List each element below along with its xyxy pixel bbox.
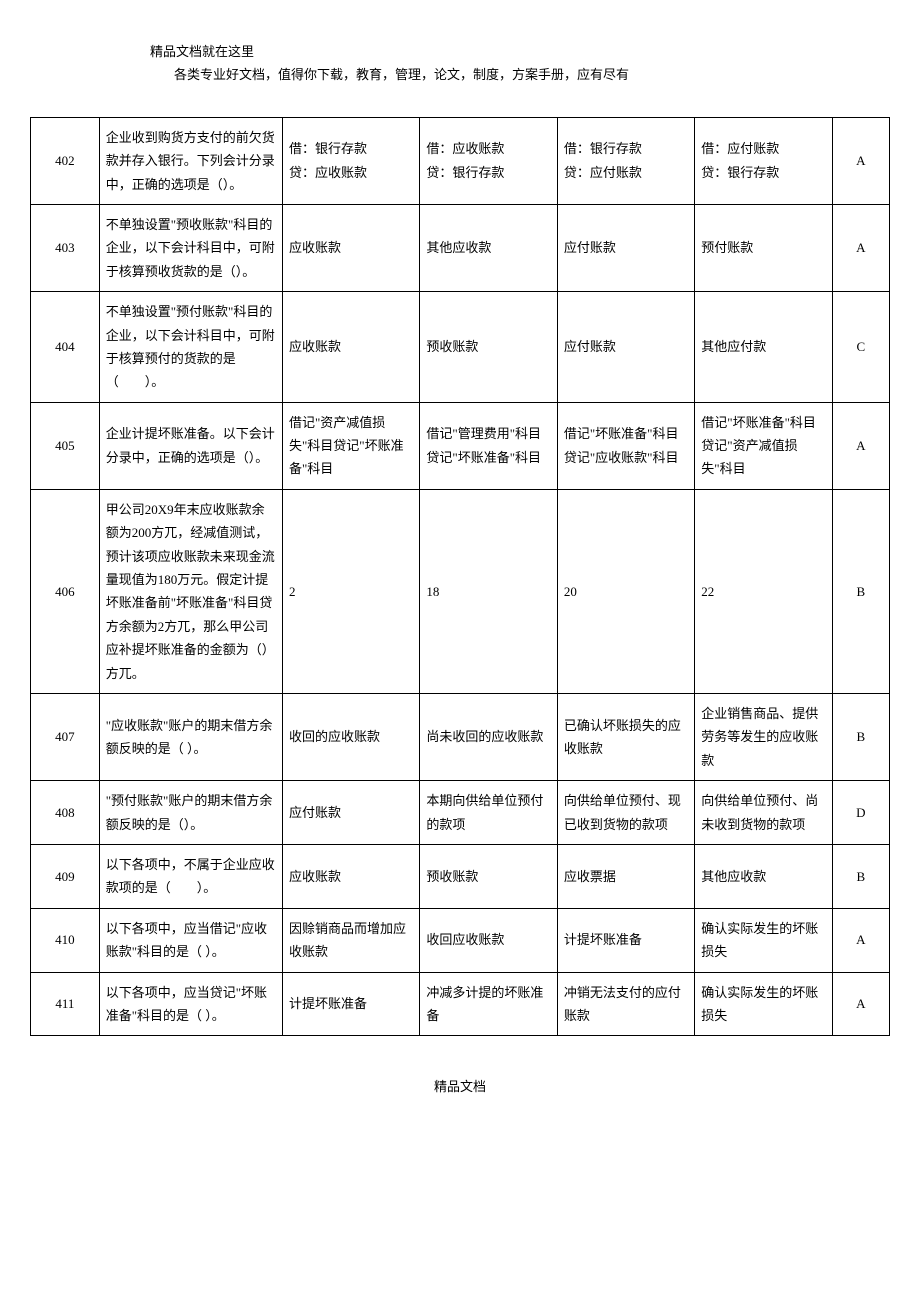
option-cell: 确认实际发生的坏账损失 xyxy=(695,972,832,1036)
document-header: 精品文档就在这里 各类专业好文档，值得你下载，教育，管理，论文，制度，方案手册，… xyxy=(150,40,890,87)
option-cell: 20 xyxy=(557,489,694,693)
option-cell: 冲减多计提的坏账准备 xyxy=(420,972,557,1036)
question-text: 企业计提坏账准备。以下会计分录中，正确的选项是（）。 xyxy=(99,402,282,489)
answer-cell: A xyxy=(832,908,889,972)
option-cell: 收回的应收账款 xyxy=(282,693,419,780)
question-text: "应收账款"账户的期末借方余额反映的是（ ）。 xyxy=(99,693,282,780)
option-cell: 预付账款 xyxy=(695,204,832,291)
table-row: 406甲公司20X9年末应收账款余额为200方兀，经减值测试，预计该项应收账款未… xyxy=(31,489,890,693)
option-cell: 收回应收账款 xyxy=(420,908,557,972)
question-table: 402企业收到购货方支付的前欠货款并存入银行。下列会计分录中，正确的选项是（）。… xyxy=(30,117,890,1037)
option-cell: 其他应付款 xyxy=(695,292,832,403)
question-text: 以下各项中，应当借记"应收账款"科目的是（ ）。 xyxy=(99,908,282,972)
option-cell: 借：应收账款 贷：银行存款 xyxy=(420,117,557,204)
question-number: 406 xyxy=(31,489,100,693)
option-cell: 2 xyxy=(282,489,419,693)
option-cell: 应收账款 xyxy=(282,204,419,291)
option-cell: 冲销无法支付的应付账款 xyxy=(557,972,694,1036)
option-cell: 应付账款 xyxy=(282,781,419,845)
question-text: 不单独设置"预收账款"科目的企业，以下会计科目中，可附于核算预收货款的是（）。 xyxy=(99,204,282,291)
option-cell: 借：应付账款 贷：银行存款 xyxy=(695,117,832,204)
option-cell: 应收账款 xyxy=(282,292,419,403)
option-cell: 应付账款 xyxy=(557,204,694,291)
question-text: 甲公司20X9年末应收账款余额为200方兀，经减值测试，预计该项应收账款未来现金… xyxy=(99,489,282,693)
table-row: 402企业收到购货方支付的前欠货款并存入银行。下列会计分录中，正确的选项是（）。… xyxy=(31,117,890,204)
question-number: 405 xyxy=(31,402,100,489)
option-cell: 应收票据 xyxy=(557,844,694,908)
answer-cell: A xyxy=(832,117,889,204)
question-number: 407 xyxy=(31,693,100,780)
answer-cell: A xyxy=(832,204,889,291)
question-text: 以下各项中，应当贷记"坏账准备"科目的是（ ）。 xyxy=(99,972,282,1036)
table-row: 410以下各项中，应当借记"应收账款"科目的是（ ）。因赊销商品而增加应收账款收… xyxy=(31,908,890,972)
option-cell: 本期向供给单位预付的款项 xyxy=(420,781,557,845)
table-row: 409以下各项中，不属于企业应收款项的是（ ）。应收账款预收账款应收票据其他应收… xyxy=(31,844,890,908)
option-cell: 22 xyxy=(695,489,832,693)
option-cell: 预收账款 xyxy=(420,292,557,403)
table-row: 407"应收账款"账户的期末借方余额反映的是（ ）。收回的应收账款尚未收回的应收… xyxy=(31,693,890,780)
answer-cell: B xyxy=(832,844,889,908)
option-cell: 借记"坏账准备"科目贷记"应收账款"科目 xyxy=(557,402,694,489)
option-cell: 借：银行存款 贷：应收账款 xyxy=(282,117,419,204)
option-cell: 计提坏账准备 xyxy=(282,972,419,1036)
option-cell: 其他应收款 xyxy=(695,844,832,908)
table-row: 405企业计提坏账准备。以下会计分录中，正确的选项是（）。借记"资产减值损失"科… xyxy=(31,402,890,489)
option-cell: 因赊销商品而增加应收账款 xyxy=(282,908,419,972)
question-text: 以下各项中，不属于企业应收款项的是（ ）。 xyxy=(99,844,282,908)
question-text: 企业收到购货方支付的前欠货款并存入银行。下列会计分录中，正确的选项是（）。 xyxy=(99,117,282,204)
question-number: 410 xyxy=(31,908,100,972)
option-cell: 应收账款 xyxy=(282,844,419,908)
header-line-1: 精品文档就在这里 xyxy=(150,40,890,63)
table-row: 404不单独设置"预付账款"科目的企业，以下会计科目中，可附于核算预付的货款的是… xyxy=(31,292,890,403)
option-cell: 借记"资产减值损失"科目贷记"坏账准备"科目 xyxy=(282,402,419,489)
question-number: 411 xyxy=(31,972,100,1036)
option-cell: 借记"坏账准备"科目贷记"资产减值损失"科目 xyxy=(695,402,832,489)
option-cell: 向供给单位预付、尚未收到货物的款项 xyxy=(695,781,832,845)
question-number: 403 xyxy=(31,204,100,291)
option-cell: 预收账款 xyxy=(420,844,557,908)
option-cell: 企业销售商品、提供劳务等发生的应收账款 xyxy=(695,693,832,780)
answer-cell: B xyxy=(832,693,889,780)
question-number: 408 xyxy=(31,781,100,845)
table-row: 411以下各项中，应当贷记"坏账准备"科目的是（ ）。计提坏账准备冲减多计提的坏… xyxy=(31,972,890,1036)
option-cell: 借记"管理费用"科目贷记"坏账准备"科目 xyxy=(420,402,557,489)
option-cell: 向供给单位预付、现已收到货物的款项 xyxy=(557,781,694,845)
option-cell: 18 xyxy=(420,489,557,693)
document-footer: 精品文档 xyxy=(30,1076,890,1095)
table-row: 408"预付账款"账户的期末借方余额反映的是（）。应付账款本期向供给单位预付的款… xyxy=(31,781,890,845)
question-number: 402 xyxy=(31,117,100,204)
question-text: "预付账款"账户的期末借方余额反映的是（）。 xyxy=(99,781,282,845)
answer-cell: A xyxy=(832,402,889,489)
question-number: 409 xyxy=(31,844,100,908)
answer-cell: D xyxy=(832,781,889,845)
answer-cell: B xyxy=(832,489,889,693)
answer-cell: C xyxy=(832,292,889,403)
option-cell: 已确认坏账损失的应收账款 xyxy=(557,693,694,780)
option-cell: 计提坏账准备 xyxy=(557,908,694,972)
option-cell: 尚未收回的应收账款 xyxy=(420,693,557,780)
question-number: 404 xyxy=(31,292,100,403)
option-cell: 确认实际发生的坏账损失 xyxy=(695,908,832,972)
option-cell: 应付账款 xyxy=(557,292,694,403)
header-line-2: 各类专业好文档，值得你下载，教育，管理，论文，制度，方案手册，应有尽有 xyxy=(174,63,890,86)
table-row: 403不单独设置"预收账款"科目的企业，以下会计科目中，可附于核算预收货款的是（… xyxy=(31,204,890,291)
option-cell: 其他应收款 xyxy=(420,204,557,291)
option-cell: 借：银行存款 贷：应付账款 xyxy=(557,117,694,204)
question-text: 不单独设置"预付账款"科目的企业，以下会计科目中，可附于核算预付的货款的是（ ）… xyxy=(99,292,282,403)
answer-cell: A xyxy=(832,972,889,1036)
